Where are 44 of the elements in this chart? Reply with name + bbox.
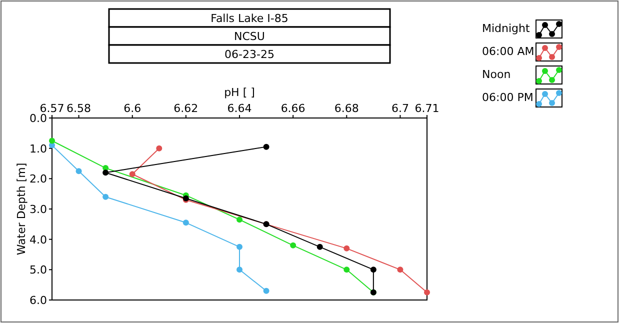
y-tick-label: 0.0 (30, 112, 47, 125)
x-tick-label: 6.64 (227, 102, 252, 115)
point (344, 245, 350, 252)
legend-label: Midnight (482, 22, 531, 35)
y-tick-label: 2.0 (30, 172, 47, 186)
x-tick-label: 6.6 (124, 102, 142, 115)
point (76, 168, 82, 174)
point (316, 244, 323, 250)
x-tick-label: 6.66 (280, 102, 306, 115)
point (344, 266, 350, 273)
legend-label: 06:00 PM (482, 91, 534, 104)
y-axis-title: Water Depth [m] (15, 162, 28, 256)
point (236, 216, 242, 223)
point (263, 288, 270, 294)
y-tick-label: 6.0 (30, 294, 47, 307)
y-tick-label: 3.0 (30, 203, 47, 216)
x-tick-label: 6.71 (414, 102, 440, 115)
y-tick-label: 5.0 (30, 264, 47, 277)
x-tick-label: 6.62 (174, 102, 198, 115)
x-axis-title: pH [ ] (224, 86, 255, 99)
x-tick-label: 6.7 (391, 102, 409, 115)
point (102, 170, 109, 176)
point (102, 194, 109, 200)
point (182, 220, 189, 226)
point (49, 138, 55, 144)
point (370, 266, 376, 273)
text: 06-23-25 (224, 48, 274, 61)
y-tick-label: 4.0 (30, 233, 47, 246)
point (290, 242, 296, 248)
legend-label: Noon (482, 68, 511, 81)
chart-title: Falls Lake I-85 (210, 12, 288, 25)
chart-subtitle: NCSU (234, 30, 265, 43)
point (424, 289, 430, 296)
point (236, 244, 242, 250)
point (129, 171, 136, 178)
point (263, 144, 270, 150)
point (156, 145, 162, 152)
y-tick-label: 1.0 (30, 142, 47, 156)
x-tick-label: 6.68 (334, 102, 359, 115)
x-tick-label: 6.57 (40, 102, 64, 115)
legend-label: 06:00 AM (482, 45, 534, 58)
point (236, 266, 242, 273)
point (397, 266, 404, 273)
x-tick-label: 6.58 (66, 102, 92, 115)
